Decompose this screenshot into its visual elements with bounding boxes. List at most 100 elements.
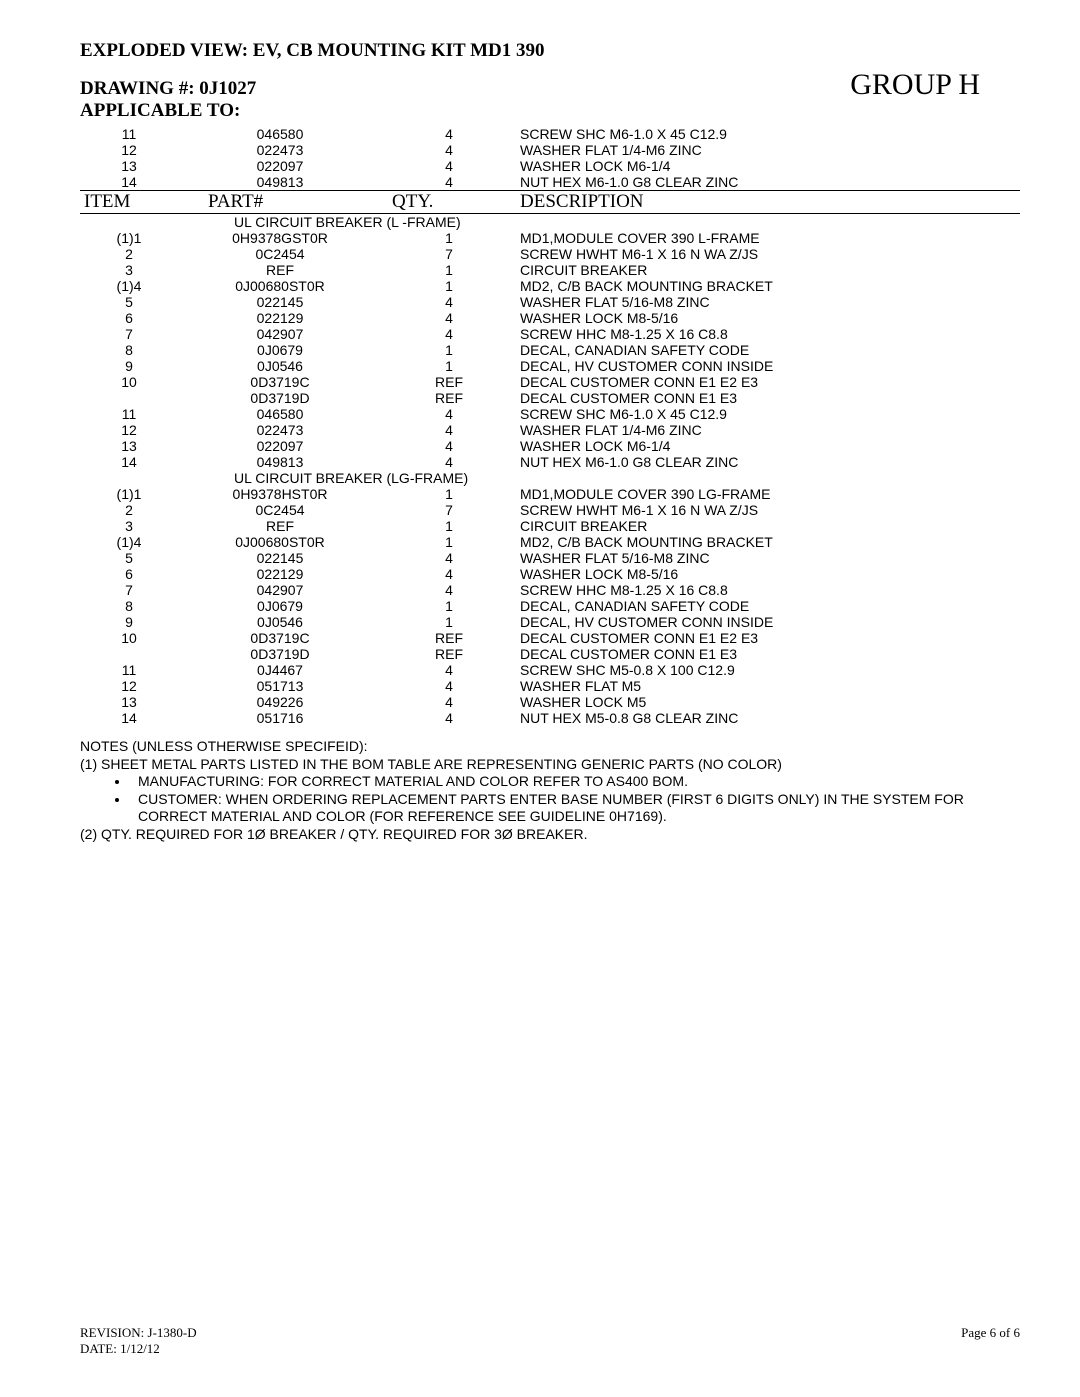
notes-line1: (1) SHEET METAL PARTS LISTED IN THE BOM … (80, 756, 1020, 774)
desc-cell: WASHER FLAT M5 (516, 678, 1020, 694)
qty-cell: 7 (382, 246, 516, 262)
item-cell: 3 (80, 262, 178, 278)
part-cell: 0D3719D (178, 390, 382, 406)
table-row: 140498134NUT HEX M6-1.0 G8 CLEAR ZINC (80, 454, 1020, 470)
desc-cell: DECAL CUSTOMER CONN E1 E3 (516, 646, 1020, 662)
qty-cell: REF (382, 630, 516, 646)
subtitle-row: DRAWING #: 0J1027 APPLICABLE TO: GROUP H (80, 68, 1020, 122)
qty-cell: 7 (382, 502, 516, 518)
desc-cell: WASHER LOCK M8-5/16 (516, 310, 1020, 326)
desc-cell: DECAL, CANADIAN SAFETY CODE (516, 598, 1020, 614)
notes-bullet: CUSTOMER: WHEN ORDERING REPLACEMENT PART… (130, 791, 1020, 826)
qty-cell: 1 (382, 278, 516, 294)
item-cell: 13 (80, 158, 178, 174)
part-cell: 042907 (178, 326, 382, 342)
footer-left: REVISION: J-1380-D DATE: 1/12/12 (80, 1325, 197, 1357)
title: EXPLODED VIEW: EV, CB MOUNTING KIT MD1 3… (80, 40, 1020, 62)
item-cell: 14 (80, 174, 178, 191)
part-cell: REF (178, 518, 382, 534)
desc-cell: DECAL CUSTOMER CONN E1 E2 E3 (516, 374, 1020, 390)
parts-table: 110465804SCREW SHC M6-1.0 X 45 C12.91202… (80, 126, 1020, 726)
table-row: 100D3719CREFDECAL CUSTOMER CONN E1 E2 E3 (80, 374, 1020, 390)
revision-text: REVISION: J-1380-D (80, 1325, 197, 1341)
qty-cell: 4 (382, 406, 516, 422)
part-cell: 0D3719D (178, 646, 382, 662)
footer: REVISION: J-1380-D DATE: 1/12/12 Page 6 … (80, 1325, 1020, 1357)
item-cell: (1)4 (80, 278, 178, 294)
part-cell: 0C2454 (178, 502, 382, 518)
table-row: 140517164NUT HEX M5-0.8 G8 CLEAR ZINC (80, 710, 1020, 726)
qty-cell: 4 (382, 158, 516, 174)
part-cell: 051716 (178, 710, 382, 726)
table-row: 3REF1CIRCUIT BREAKER (80, 518, 1020, 534)
page-number: Page 6 of 6 (961, 1325, 1020, 1357)
desc-cell: DECAL, HV CUSTOMER CONN INSIDE (516, 358, 1020, 374)
desc-cell: WASHER FLAT 5/16-M8 ZINC (516, 550, 1020, 566)
item-cell: 13 (80, 694, 178, 710)
qty-cell: 1 (382, 534, 516, 550)
part-cell: 0J0679 (178, 598, 382, 614)
qty-cell: 4 (382, 310, 516, 326)
item-cell: 7 (80, 582, 178, 598)
table-row: 70429074SCREW HHC M8-1.25 X 16 C8.8 (80, 582, 1020, 598)
part-cell: 051713 (178, 678, 382, 694)
item-cell: 10 (80, 630, 178, 646)
desc-cell: SCREW HHC M8-1.25 X 16 C8.8 (516, 326, 1020, 342)
table-row: 60221294WASHER LOCK M8-5/16 (80, 310, 1020, 326)
table-row: 80J06791DECAL, CANADIAN SAFETY CODE (80, 598, 1020, 614)
table-row: 140498134NUT HEX M6-1.0 G8 CLEAR ZINC (80, 174, 1020, 191)
part-cell: 0J00680ST0R (178, 278, 382, 294)
table-row: (1)10H9378GST0R1MD1,MODULE COVER 390 L-F… (80, 230, 1020, 246)
table-row: 70429074SCREW HHC M8-1.25 X 16 C8.8 (80, 326, 1020, 342)
notes-bullets: MANUFACTURING: FOR CORRECT MATERIAL AND … (80, 773, 1020, 826)
part-cell: 042907 (178, 582, 382, 598)
part-cell: 0J0546 (178, 614, 382, 630)
table-row: 100D3719CREFDECAL CUSTOMER CONN E1 E2 E3 (80, 630, 1020, 646)
qty-cell: 4 (382, 174, 516, 191)
qty-cell: 4 (382, 678, 516, 694)
item-cell: 11 (80, 126, 178, 142)
desc-cell: WASHER FLAT 5/16-M8 ZINC (516, 294, 1020, 310)
part-cell: 0H9378GST0R (178, 230, 382, 246)
qty-cell: 1 (382, 614, 516, 630)
desc-cell: DECAL, CANADIAN SAFETY CODE (516, 342, 1020, 358)
section-title-row: UL CIRCUIT BREAKER (L -FRAME) (80, 214, 1020, 231)
header-desc: DESCRIPTION (516, 191, 1020, 214)
qty-cell: 4 (382, 126, 516, 142)
qty-cell: REF (382, 646, 516, 662)
qty-cell: 4 (382, 326, 516, 342)
part-cell: 022129 (178, 566, 382, 582)
page: EXPLODED VIEW: EV, CB MOUNTING KIT MD1 3… (0, 0, 1080, 1397)
item-cell: 6 (80, 566, 178, 582)
item-cell: 14 (80, 454, 178, 470)
qty-cell: 1 (382, 262, 516, 278)
item-cell: 5 (80, 294, 178, 310)
part-cell: 0J0679 (178, 342, 382, 358)
table-row: (1)40J00680ST0R1MD2, C/B BACK MOUNTING B… (80, 534, 1020, 550)
item-cell: 9 (80, 614, 178, 630)
qty-cell: 4 (382, 566, 516, 582)
item-cell: 13 (80, 438, 178, 454)
desc-cell: MD1,MODULE COVER 390 LG-FRAME (516, 486, 1020, 502)
table-row: 130220974WASHER LOCK M6-1/4 (80, 158, 1020, 174)
table-row: 120224734WASHER FLAT 1/4-M6 ZINC (80, 422, 1020, 438)
part-cell: 022129 (178, 310, 382, 326)
part-cell: 0D3719C (178, 374, 382, 390)
part-cell: 049813 (178, 454, 382, 470)
section-title: UL CIRCUIT BREAKER (LG-FRAME) (80, 470, 1020, 486)
desc-cell: MD2, C/B BACK MOUNTING BRACKET (516, 534, 1020, 550)
qty-cell: 4 (382, 694, 516, 710)
table-row: 130492264WASHER LOCK M5 (80, 694, 1020, 710)
part-cell: 046580 (178, 126, 382, 142)
item-cell: 11 (80, 662, 178, 678)
desc-cell: NUT HEX M6-1.0 G8 CLEAR ZINC (516, 454, 1020, 470)
header-qty: QTY. (382, 191, 516, 214)
desc-cell: WASHER FLAT 1/4-M6 ZINC (516, 142, 1020, 158)
qty-cell: 4 (382, 454, 516, 470)
item-cell: (1)1 (80, 486, 178, 502)
part-cell: 049813 (178, 174, 382, 191)
desc-cell: WASHER LOCK M6-1/4 (516, 438, 1020, 454)
column-header-row: ITEMPART#QTY.DESCRIPTION (80, 191, 1020, 214)
table-row: 110465804SCREW SHC M6-1.0 X 45 C12.9 (80, 406, 1020, 422)
item-cell: 2 (80, 246, 178, 262)
